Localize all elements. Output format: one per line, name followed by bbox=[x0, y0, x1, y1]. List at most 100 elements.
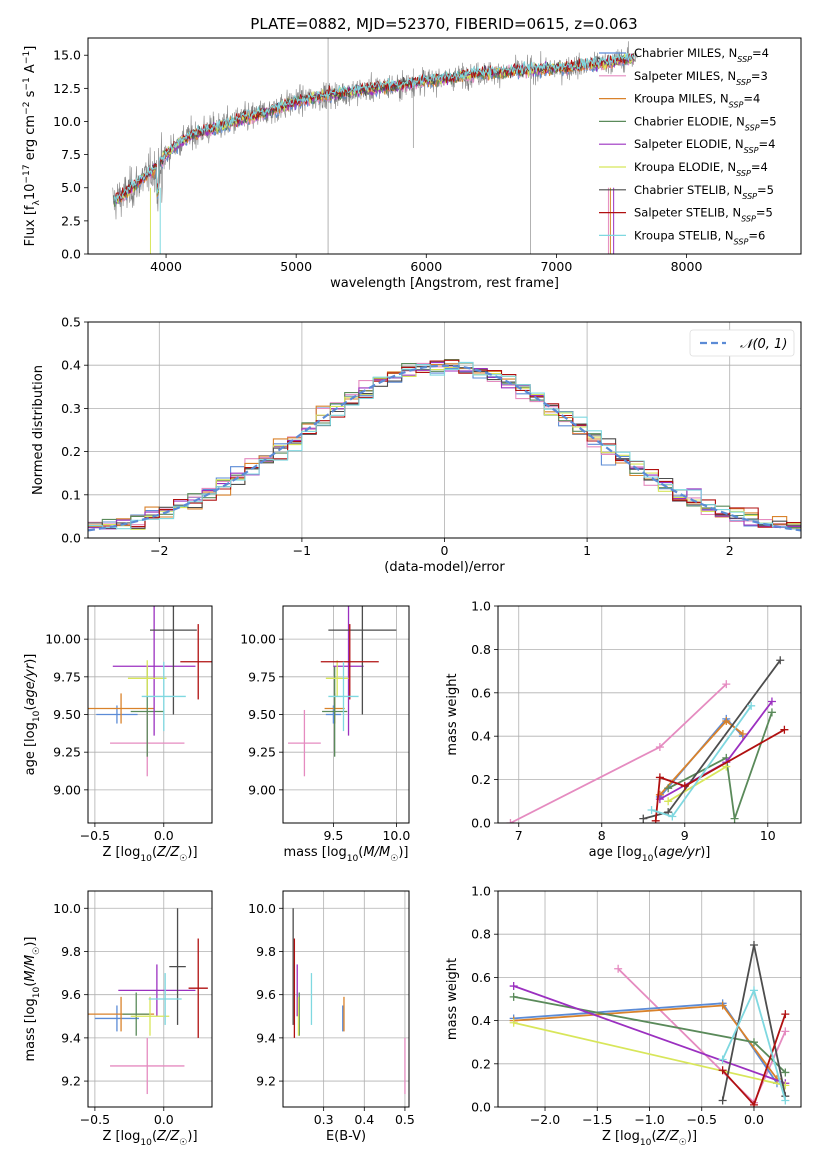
y-tick-label: 12.5 bbox=[53, 81, 81, 96]
y-tick-label: 9.8 bbox=[256, 944, 276, 959]
x-tick-label: 8000 bbox=[671, 259, 703, 274]
weight-marker-salpeter-stelib bbox=[780, 725, 789, 734]
weight-line-kroupa-stelib bbox=[651, 705, 752, 818]
weight-line-kroupa-miles bbox=[513, 1004, 778, 1080]
y-tick-label: 10.00 bbox=[240, 632, 276, 647]
weight-marker-kroupa-elodie bbox=[509, 1018, 518, 1027]
z-mass-x-axis-label: Z [log10(Z/Z☉)] bbox=[102, 1129, 197, 1148]
y-tick-label: 0.4 bbox=[61, 358, 81, 373]
weight-marker-kroupa-miles bbox=[718, 1001, 727, 1010]
y-tick-label: 10.0 bbox=[53, 114, 81, 129]
y-tick-label: 0.8 bbox=[471, 927, 491, 942]
x-tick-label: −2 bbox=[150, 543, 168, 558]
errorbar-kroupa-stelib bbox=[328, 661, 359, 732]
z-age-x-axis-label: Z [log10(Z/Z☉)] bbox=[102, 845, 197, 864]
weight-marker-kroupa-stelib bbox=[647, 805, 656, 814]
errorbar-salpeter-stelib bbox=[320, 624, 379, 700]
weight-marker-salpeter-elodie bbox=[767, 697, 776, 706]
weight-marker-salpeter-stelib bbox=[655, 773, 664, 782]
legend-label-chabrier-stelib: Chabrier STELIB, NSSP=5 bbox=[634, 183, 774, 201]
y-tick-label: 5.0 bbox=[61, 180, 81, 195]
y-tick-label: 9.4 bbox=[256, 1030, 276, 1045]
z-mass-y-axis-label: mass [log10(M/M☉)] bbox=[23, 937, 42, 1062]
errorbar-salpeter-elodie bbox=[333, 606, 364, 736]
errorbar-kroupa-elodie bbox=[127, 660, 167, 697]
weight-line-kroupa-elodie bbox=[667, 765, 727, 803]
weight-marker-chabrier-stelib bbox=[718, 1096, 727, 1105]
y-tick-label: 0.4 bbox=[471, 729, 491, 744]
weight-marker-chabrier-elodie bbox=[509, 992, 518, 1001]
y-tick-label: 9.50 bbox=[53, 707, 81, 722]
y-tick-label: 9.6 bbox=[61, 987, 81, 1002]
errorbar-salpeter-stelib bbox=[188, 938, 208, 1038]
ebv-mass-plot-area bbox=[292, 908, 406, 1095]
legend-label-kroupa-stelib: Kroupa STELIB, NSSP=6 bbox=[634, 228, 765, 246]
age-weight-y-axis-label: mass weight bbox=[445, 673, 460, 755]
y-tick-label: 0.1 bbox=[61, 487, 81, 502]
spectrum-y-axis-label: Flux [fλ10−17 erg cm−2 s−1 A−1] bbox=[22, 46, 42, 247]
normal-curve bbox=[88, 364, 801, 532]
z-weight-x-axis-label: Z [log10(Z/Z☉)] bbox=[602, 1129, 697, 1148]
x-tick-label: −1.0 bbox=[634, 1112, 664, 1127]
y-tick-label: 0.6 bbox=[471, 685, 491, 700]
legend-label-kroupa-elodie: Kroupa ELODIE, NSSP=4 bbox=[634, 160, 768, 178]
y-tick-label: 9.2 bbox=[256, 1074, 276, 1089]
x-tick-label: 5000 bbox=[280, 259, 312, 274]
age-weight-panel: 7 8 9 10 0.0 0.2 0.4 0.6 0.8 1.0 age [log10(age/yr… bbox=[445, 599, 802, 864]
y-tick-label: 9.75 bbox=[53, 669, 81, 684]
mass-age-x-axis-label: mass [log10(M/M☉)] bbox=[284, 845, 409, 864]
y-tick-label: 0.0 bbox=[61, 247, 81, 262]
y-tick-label: 10.0 bbox=[53, 901, 81, 916]
x-tick-label: 0.5 bbox=[395, 1112, 415, 1127]
ebv-mass-panel: 0.3 0.4 0.5 9.2 9.4 9.6 9.8 10.0 E(B-V) bbox=[248, 890, 415, 1144]
weight-marker-kroupa-elodie bbox=[722, 762, 731, 771]
x-tick-label: 10.0 bbox=[382, 828, 410, 843]
weight-marker-chabrier-elodie bbox=[767, 708, 776, 717]
y-tick-label: 2.5 bbox=[61, 213, 81, 228]
mass-age-panel: 9.5 10.0 9.00 9.25 9.50 9.75 10.00 mass [log10(… bbox=[240, 605, 410, 864]
residual-legend-box bbox=[689, 329, 795, 357]
age-weight-frame bbox=[497, 605, 802, 824]
weight-marker-salpeter-miles bbox=[722, 680, 731, 689]
weight-marker-salpeter-miles bbox=[506, 819, 515, 823]
ebv-mass-x-axis-label: E(B-V) bbox=[326, 1129, 366, 1144]
errorbar-salpeter-stelib bbox=[180, 624, 212, 700]
z-age-plot-area bbox=[88, 606, 212, 777]
y-tick-label: 15.0 bbox=[53, 48, 81, 63]
x-tick-label: 4000 bbox=[150, 259, 182, 274]
x-tick-label: 9 bbox=[681, 828, 689, 843]
weight-marker-chabrier-elodie bbox=[749, 1038, 758, 1047]
model-fit-chabrier-stelib bbox=[113, 53, 635, 203]
normal-legend-label: 𝒩(0, 1) bbox=[740, 337, 787, 352]
model-fit-kroupa-stelib bbox=[113, 52, 635, 203]
weight-marker-kroupa-stelib bbox=[749, 986, 758, 995]
y-tick-label: 0.0 bbox=[61, 531, 81, 546]
z-weight-y-axis-label: mass weight bbox=[445, 958, 460, 1040]
y-tick-label: 0.3 bbox=[61, 401, 81, 416]
residuals-panel: −2 −1 0 1 2 0.0 0.1 0.2 0.3 0.4 0.5 (data-model)/er… bbox=[31, 315, 802, 575]
y-tick-label: 7.5 bbox=[61, 147, 81, 162]
x-tick-label: −0.5 bbox=[80, 1112, 110, 1127]
z-mass-panel: −0.5 0.0 9.2 9.4 9.6 9.8 10.0 Z [log10(Z/Z☉)] ma… bbox=[23, 890, 213, 1148]
weight-line-salpeter-elodie bbox=[513, 985, 786, 1085]
y-tick-label: 9.6 bbox=[256, 987, 276, 1002]
weight-marker-salpeter-stelib bbox=[749, 1100, 758, 1107]
y-tick-label: 0.8 bbox=[471, 642, 491, 657]
x-tick-label: 7000 bbox=[540, 259, 572, 274]
weight-marker-salpeter-stelib bbox=[651, 816, 660, 823]
weight-marker-kroupa-elodie bbox=[664, 797, 673, 806]
errorbar-kroupa-stelib bbox=[141, 661, 186, 732]
errorbar-chabrier-elodie bbox=[122, 992, 150, 1036]
errorbar-salpeter-elodie bbox=[112, 606, 196, 736]
y-tick-label: 9.4 bbox=[61, 1030, 81, 1045]
residuals-plot-area bbox=[88, 359, 801, 532]
x-tick-label: 2 bbox=[726, 543, 734, 558]
errorbar-salpeter-miles bbox=[288, 709, 321, 777]
y-tick-label: 0.0 bbox=[471, 1100, 491, 1115]
x-tick-label: 10 bbox=[760, 828, 776, 843]
errorbar-chabrier-miles bbox=[94, 1005, 139, 1032]
errorbar-kroupa-elodie bbox=[325, 660, 349, 697]
weight-marker-salpeter-miles bbox=[614, 964, 623, 973]
y-tick-label: 0.2 bbox=[61, 444, 81, 459]
y-tick-label: 10.00 bbox=[45, 632, 81, 647]
